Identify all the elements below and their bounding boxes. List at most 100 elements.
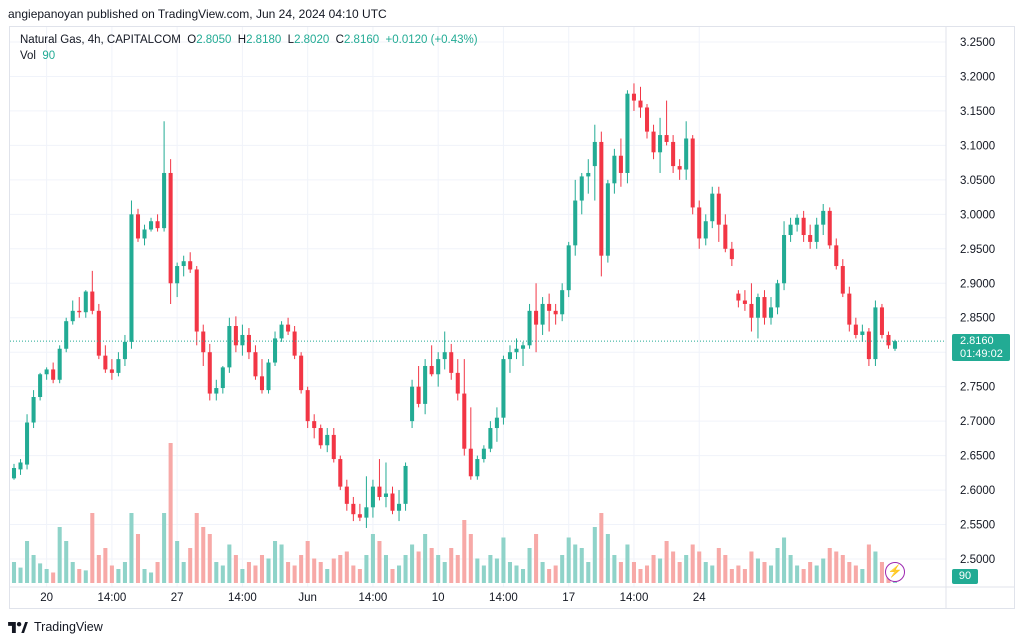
candle-body [631,93,636,101]
candle-body [847,293,852,325]
volume-bar [90,513,95,583]
volume-bar [834,551,839,583]
volume-bar [638,569,643,583]
volume-bar [866,544,871,583]
low-label: L [287,34,295,46]
volume-bar [253,565,258,583]
candle-body [644,107,650,132]
candle-body [44,369,49,375]
candle-body [658,135,663,153]
candle-body [716,193,721,225]
candle-body [566,245,571,291]
volume-value: 90 [42,50,56,62]
candle-body [129,214,134,342]
volume-bar [853,565,858,583]
symbol-legend: Natural Gas, 4h, CAPITALCOM O2.8050 H2.8… [20,34,478,46]
price-tick-label: 3.0000 [960,209,995,221]
footer: TradingView [8,620,103,634]
candle-body [109,369,114,373]
volume-tag: 90 [952,569,978,584]
volume-bar [612,555,617,583]
volume-bar [168,443,173,583]
candle-body [638,100,643,108]
volume-bar [390,569,395,583]
lightning-icon[interactable]: ⚡ [885,562,905,582]
close-value: 2.8160 [343,34,380,46]
candle-body [494,417,499,429]
volume-bar [703,562,708,583]
price-tick-label: 2.8500 [960,313,995,325]
candle-body [599,141,604,256]
volume-bar [357,569,362,583]
symbol-name[interactable]: Natural Gas, 4h, CAPITALCOM [20,34,181,46]
price-tick-label: 2.9500 [960,244,995,256]
volume-bar [436,555,441,583]
candle-body [122,341,127,360]
publish-caption: angiepanoyan published on TradingView.co… [8,7,387,21]
candle-body [266,362,271,391]
candle-body [312,421,317,429]
volume-bar [690,544,695,583]
candle-body [116,359,121,373]
time-tick-label: 14:00 [359,592,388,604]
candle-body [423,365,428,404]
volume-bar [742,569,747,583]
volume-bar [38,563,43,583]
volume-bar [534,534,539,583]
candle-body [801,217,806,236]
candle-body [514,348,519,353]
candle-body [723,224,728,249]
candle-body [612,155,617,184]
candle-body [325,434,330,446]
volume-bar [116,569,121,583]
candle-body [573,200,578,246]
candle-body [755,297,760,318]
time-tick-label: 14:00 [97,592,126,604]
candle-body [51,369,56,380]
volume-bar [723,555,728,583]
volume-bar [135,534,141,583]
volume-bar [403,555,408,583]
last-price-value: 2.8160 [960,335,994,347]
candle-body [625,93,630,173]
candle-body [96,310,101,356]
volume-bar [442,562,447,583]
candle-body [299,355,304,391]
volume-bar [540,562,545,583]
candle-body [64,321,69,349]
volume-label[interactable]: Vol [20,50,36,62]
volume-bar [227,544,232,583]
candle-body [338,459,343,487]
volume-bar [873,551,878,583]
footer-brand[interactable]: TradingView [34,620,103,634]
volume-bar [18,567,23,583]
volume-bar [553,565,558,583]
volume-bar [109,565,114,583]
candle-body [749,303,754,318]
candle-body [834,245,839,267]
candle-body [436,359,441,375]
volume-legend: Vol 90 [20,50,55,62]
volume-bar [501,537,506,583]
volume-bar [462,520,467,583]
volume-bar [175,541,180,583]
volume-bar [788,555,793,583]
time-tick-label: 17 [562,592,575,604]
volume-bar [214,562,219,583]
time-tick-label: 14:00 [228,592,257,604]
open-value: 2.8050 [196,34,232,46]
volume-bar [488,555,493,583]
candle-body [279,324,284,339]
candle-body [788,224,793,236]
volume-bar [64,541,69,583]
volume-bar [592,527,597,583]
candle-body [710,193,715,222]
volume-bar [364,555,369,583]
volume-bar [821,558,826,583]
volume-bar [312,558,317,583]
volume-bar [292,565,297,583]
volume-bar [527,548,532,583]
candle-body [520,345,526,349]
candle-body [873,307,878,360]
